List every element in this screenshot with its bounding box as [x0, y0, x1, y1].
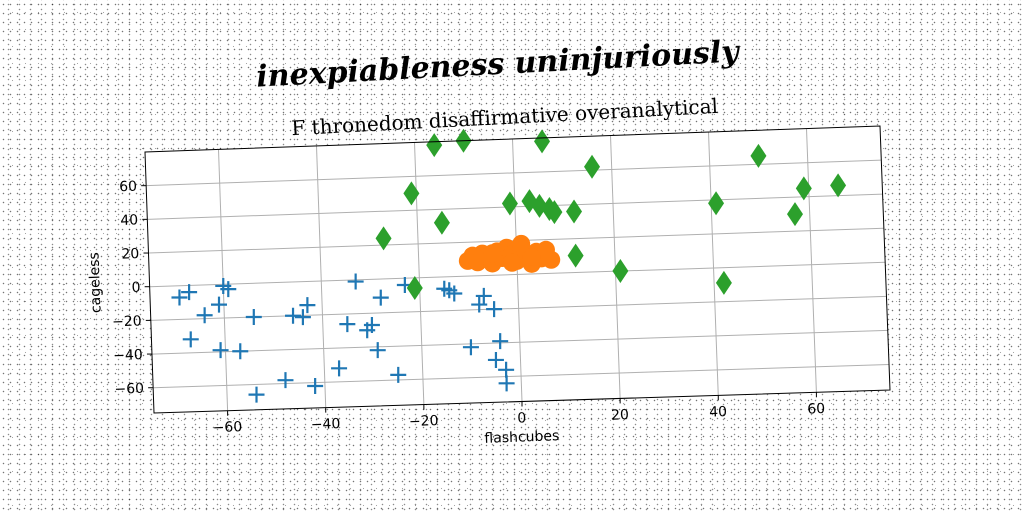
- x-tick-label: 40: [709, 404, 727, 421]
- series-2-circle-marker: [542, 251, 560, 269]
- y-tick-label: −20: [112, 313, 142, 330]
- x-tick-label: 20: [611, 407, 629, 424]
- y-tick-label: 20: [121, 246, 139, 263]
- x-tick-label: 60: [807, 401, 825, 418]
- x-tick-label: −40: [311, 416, 341, 433]
- y-tick-label: 0: [131, 280, 140, 296]
- x-axis-label: flashcubes: [484, 428, 559, 447]
- y-tick-label: 60: [119, 179, 137, 196]
- plot-area: −60 −40 −20 0 20 40 60 −60 −40 −20 0 20 40 60 flashcub…: [86, 126, 890, 447]
- y-axis-label: cageless: [86, 252, 104, 313]
- series-2-circle-marker: [503, 254, 521, 272]
- x-tick-label: −20: [409, 413, 439, 430]
- x-tick-label: −60: [212, 419, 242, 436]
- y-tick-label: −40: [113, 347, 143, 364]
- series-2-circle-marker: [483, 244, 501, 262]
- chart-suptitle: inexpiableness uninjuriously: [256, 34, 743, 94]
- y-tick-label: −60: [114, 381, 144, 398]
- x-tick-label: 0: [517, 410, 526, 426]
- series-2-circle-marker: [512, 235, 530, 253]
- chart-title: F thronedom disaffirmative overanalytica…: [291, 94, 719, 140]
- y-tick-label: 40: [120, 212, 138, 229]
